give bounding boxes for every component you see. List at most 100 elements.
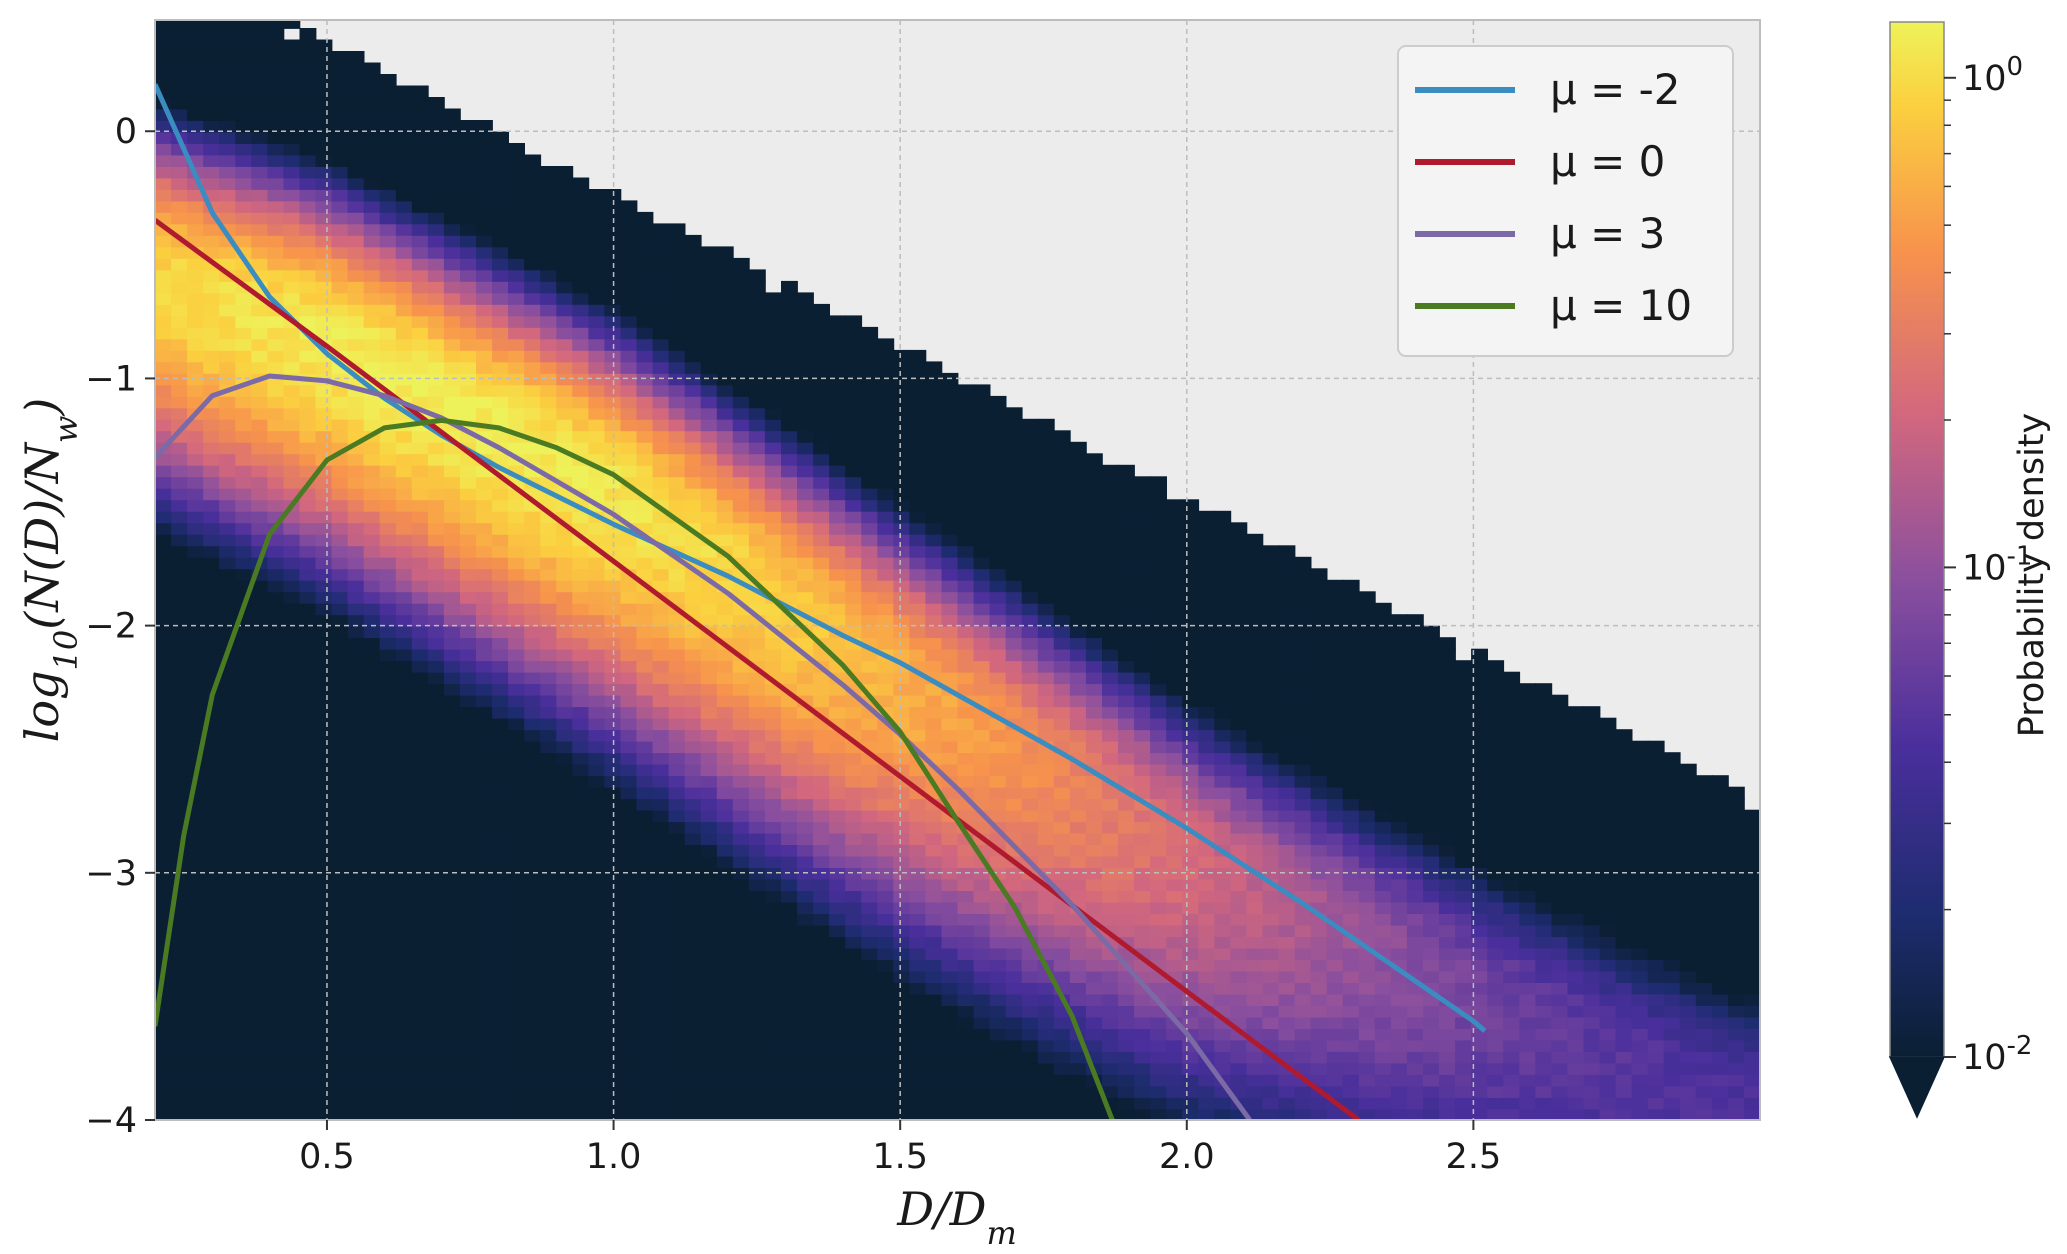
heatmap-cell [861, 395, 879, 409]
heatmap-cell [171, 85, 188, 98]
heatmap-cell [1005, 568, 1023, 581]
heatmap-cell [797, 821, 814, 834]
heatmap-cell [347, 349, 365, 363]
heatmap-cell [620, 763, 638, 777]
heatmap-cell [171, 257, 188, 271]
heatmap-cell [363, 97, 381, 110]
heatmap-cell [1085, 568, 1103, 581]
heatmap-cell [1118, 1074, 1135, 1087]
heatmap-cell [251, 303, 269, 317]
heatmap-cell [636, 223, 654, 236]
heatmap-cell [1182, 890, 1200, 903]
heatmap-cell [219, 395, 237, 409]
heatmap-cell [1102, 752, 1119, 765]
heatmap-cell [524, 338, 542, 351]
heatmap-cell [299, 1108, 317, 1120]
heatmap-cell [893, 418, 911, 432]
heatmap-cell [636, 947, 654, 960]
heatmap-cell [797, 1074, 814, 1087]
heatmap-cell [283, 430, 301, 443]
heatmap-cell [909, 993, 927, 1006]
heatmap-cell [572, 1097, 590, 1110]
heatmap-cell [540, 257, 558, 271]
heatmap-cell [251, 395, 269, 409]
heatmap-cell [508, 1108, 525, 1120]
heatmap-cell [732, 878, 750, 891]
heatmap-cell [187, 108, 204, 121]
heatmap-cell [1102, 740, 1119, 754]
heatmap-cell [251, 1097, 269, 1110]
heatmap-cell [556, 625, 574, 639]
heatmap-cell [235, 62, 253, 75]
heatmap-cell [1053, 913, 1071, 926]
heatmap-cell [219, 1028, 237, 1041]
heatmap-cell [845, 372, 863, 386]
heatmap-cell [957, 476, 975, 489]
heatmap-cell [363, 166, 381, 179]
heatmap-cell [219, 694, 237, 708]
heatmap-cell [588, 878, 606, 891]
heatmap-cell [508, 625, 525, 639]
heatmap-cell [315, 522, 333, 535]
heatmap-cell [829, 878, 846, 891]
heatmap-cell [171, 453, 188, 466]
heatmap-cell [508, 189, 525, 202]
heatmap-cell [331, 717, 349, 731]
heatmap-cell [588, 809, 606, 823]
heatmap-cell [299, 131, 317, 144]
heatmap-cell [1166, 901, 1184, 914]
heatmap-cell [315, 441, 333, 455]
heatmap-cell [1053, 763, 1071, 777]
heatmap-cell [1037, 1074, 1055, 1087]
heatmap-cell [540, 211, 558, 225]
heatmap-cell [411, 1108, 429, 1120]
heatmap-cell [524, 441, 542, 455]
heatmap-cell [861, 913, 879, 926]
heatmap-cell [732, 326, 750, 340]
heatmap-cell [829, 315, 846, 328]
heatmap-cell [379, 545, 397, 558]
heatmap-cell [460, 913, 477, 926]
heatmap-cell [219, 740, 237, 754]
heatmap-cell [315, 74, 333, 87]
heatmap-cell [411, 166, 429, 179]
heatmap-cell [443, 821, 461, 834]
heatmap-cell [411, 1005, 429, 1018]
heatmap-cell [652, 706, 670, 719]
heatmap-cell [877, 395, 895, 409]
heatmap-cell [203, 809, 221, 823]
heatmap-cell [588, 648, 606, 662]
heatmap-cell [411, 591, 429, 604]
heatmap-cell [893, 568, 911, 581]
heatmap-cell [235, 671, 253, 685]
heatmap-cell [1005, 602, 1023, 616]
heatmap-cell [620, 200, 638, 213]
heatmap-cell [1053, 430, 1071, 443]
heatmap-cell [315, 982, 333, 995]
heatmap-cell [460, 844, 477, 857]
heatmap-cell [716, 924, 734, 937]
heatmap-cell [492, 936, 509, 949]
heatmap-cell [395, 166, 413, 179]
heatmap-cell [973, 453, 991, 466]
heatmap-cell [556, 729, 574, 742]
heatmap-cell [187, 453, 204, 466]
heatmap-cell [684, 706, 702, 719]
heatmap-cell [845, 418, 863, 432]
heatmap-cell [1134, 522, 1151, 535]
heatmap-cell [524, 683, 542, 696]
heatmap-cell [764, 499, 782, 512]
heatmap-cell [524, 959, 542, 972]
heatmap-cell [235, 775, 253, 788]
heatmap-cell [797, 775, 814, 788]
heatmap-cell [845, 338, 863, 351]
heatmap-cell [700, 867, 718, 880]
heatmap-cell [155, 614, 172, 627]
heatmap-cell [845, 832, 863, 845]
heatmap-cell [781, 510, 798, 524]
heatmap-cell [1166, 671, 1184, 685]
heatmap-cell [636, 303, 654, 317]
heatmap-cell [973, 591, 991, 604]
heatmap-cell [540, 579, 558, 593]
heatmap-cell [1150, 913, 1167, 926]
